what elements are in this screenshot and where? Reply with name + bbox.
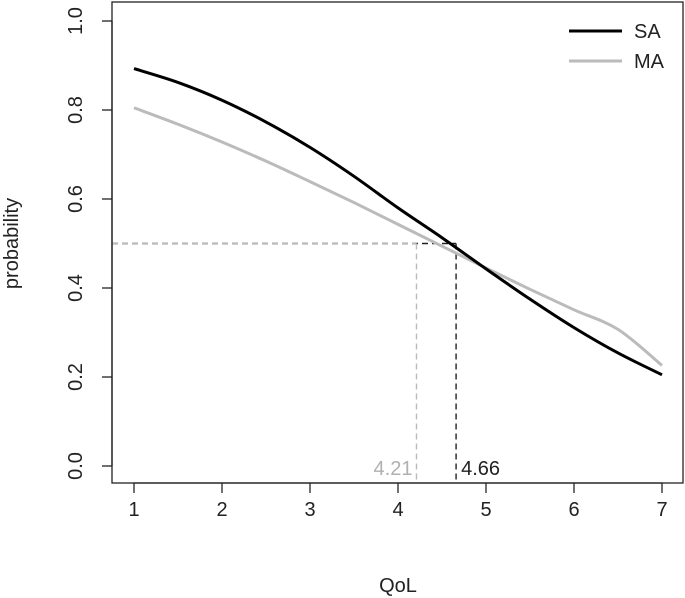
x-axis: 1 2 3 4 5 6 7 (128, 482, 668, 521)
series-layer (133, 67, 663, 377)
y-tick-label: 1.0 (65, 7, 87, 35)
reference-lines (112, 242, 457, 483)
crossing-label-ma: 4.21 (374, 458, 413, 480)
x-tick-label: 2 (216, 499, 227, 521)
y-tick-label: 0.6 (65, 185, 87, 213)
x-tick-label: 1 (128, 499, 139, 521)
crossing-label-sa: 4.66 (461, 458, 500, 480)
series-line-ma (133, 106, 663, 367)
legend-label-ma: MA (634, 51, 665, 73)
y-tick-label: 0.0 (65, 452, 87, 480)
x-axis-title: QoL (379, 575, 417, 597)
x-tick-label: 3 (304, 499, 315, 521)
x-tick-label: 7 (656, 499, 667, 521)
y-axis: 0.0 0.2 0.4 0.6 0.8 1.0 (65, 7, 113, 480)
y-tick-label: 0.8 (65, 96, 87, 124)
x-tick-label: 4 (392, 499, 403, 521)
y-tick-label: 0.4 (65, 274, 87, 302)
series-line-sa (133, 67, 663, 377)
y-tick-label: 0.2 (65, 363, 87, 391)
y-axis-title: probability (1, 198, 23, 289)
x-tick-label: 5 (480, 499, 491, 521)
x-tick-label: 6 (568, 499, 579, 521)
legend: SA MA (569, 21, 665, 73)
crossing-labels: 4.66 4.21 (374, 458, 500, 480)
legend-label-sa: SA (634, 21, 661, 43)
